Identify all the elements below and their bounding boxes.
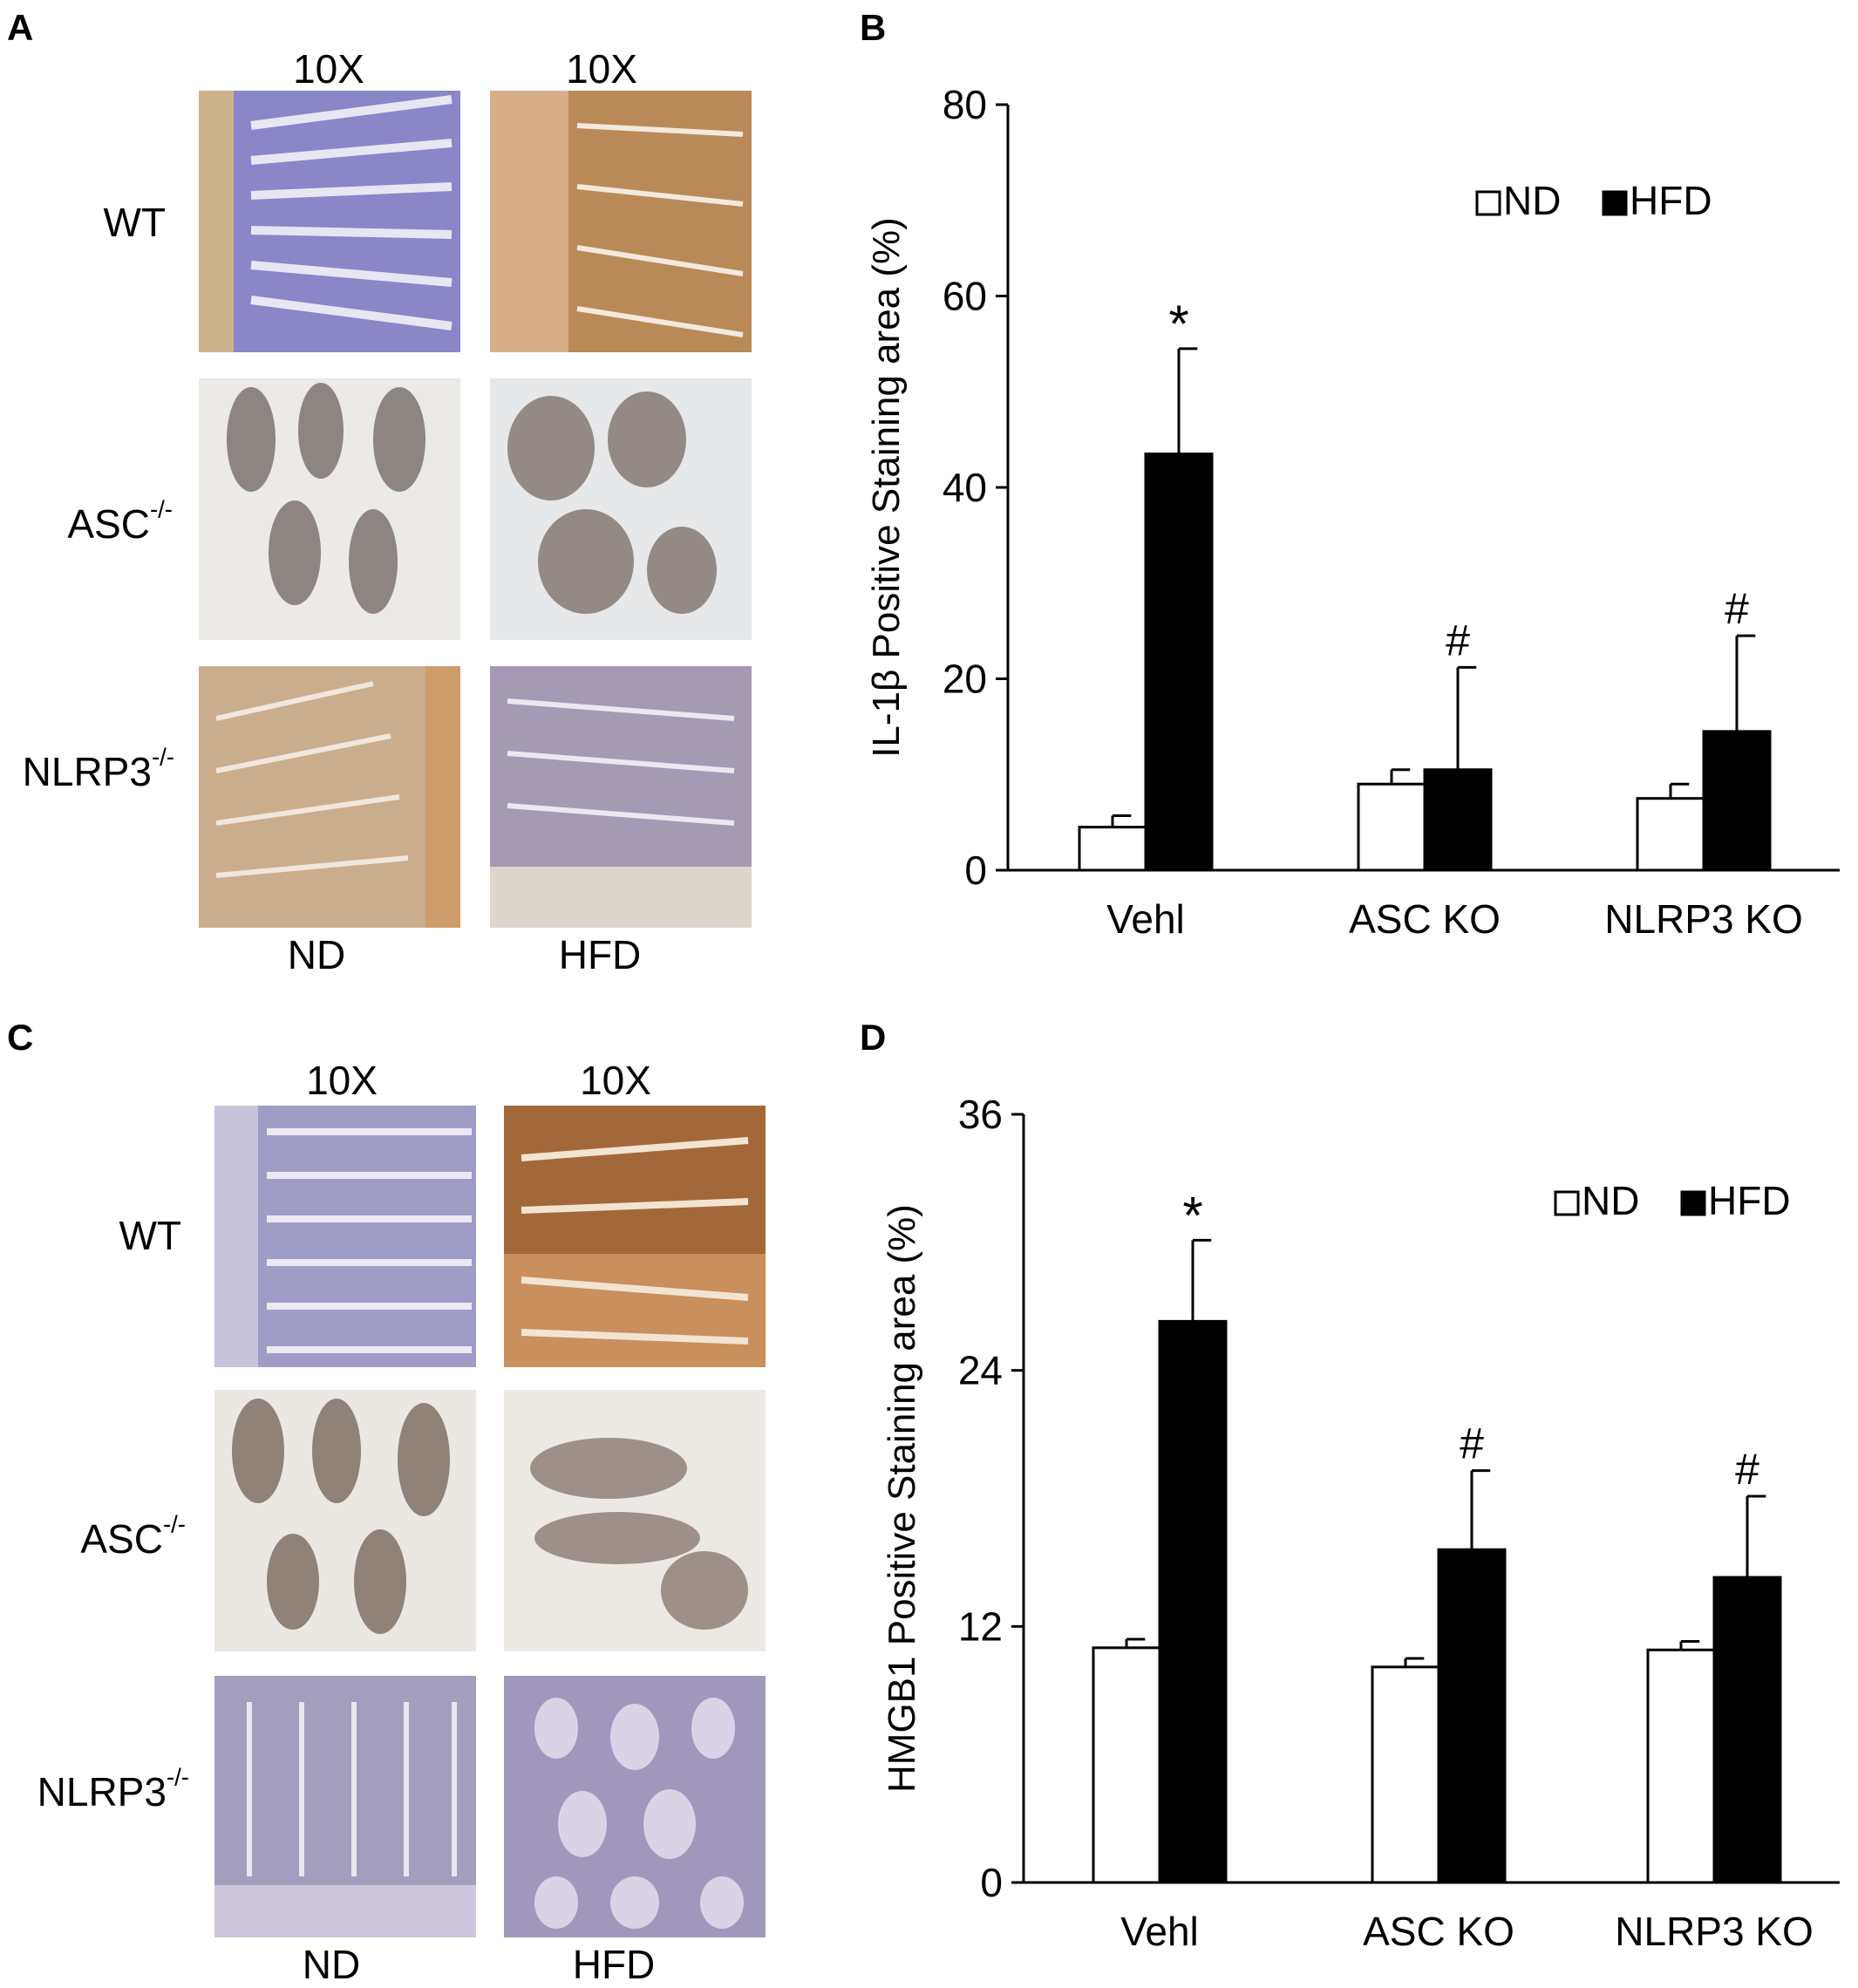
chart-d-bar-nd xyxy=(1371,1665,1440,1884)
chart-d-legend-label-nd: ND xyxy=(1582,1178,1639,1223)
chart-d-bar-hfd xyxy=(1437,1548,1507,1884)
chart-d-bar-hfd xyxy=(1712,1576,1782,1884)
chart-d-bar-nd xyxy=(1092,1646,1161,1884)
chart-d-category-label: Vehl xyxy=(1120,1909,1199,1954)
magnification-label-a-nd: 10X xyxy=(293,46,364,92)
chart-d-legend-swatch-hfd xyxy=(1680,1190,1706,1216)
chart-b-significance-mark: * xyxy=(1168,295,1188,353)
micrograph-c-nlrp3-nd xyxy=(214,1676,476,1937)
micrograph-a-wt-hfd xyxy=(490,91,752,352)
row-label-c-asc: ASC-/- xyxy=(80,1510,186,1562)
micrograph-a-asc-nd xyxy=(199,378,460,640)
micrograph-c-nlrp3-hfd xyxy=(504,1676,766,1937)
column-label-a-nd: ND xyxy=(287,932,346,977)
chart-b-y-tick-label: 60 xyxy=(943,274,987,319)
chart-hmgb1: 0 12 24 36 HMGB1 Positive Staining area (%) *… xyxy=(881,1092,1840,1954)
column-label-c-hfd: HFD xyxy=(572,1942,656,1987)
chart-b-y-tick-label: 20 xyxy=(943,657,987,702)
chart-d-significance-mark: # xyxy=(1460,1420,1484,1468)
chart-b-y-tick-label: 80 xyxy=(943,82,987,127)
chart-il1b: 0 20 40 60 80 IL-1β Positive Staining area (%… xyxy=(865,82,1840,942)
chart-d-category-label: NLRP3 KO xyxy=(1615,1909,1814,1954)
chart-d-y-tick-label: 12 xyxy=(958,1603,1003,1649)
chart-b-legend-label-nd: ND xyxy=(1503,178,1561,223)
chart-b-bar-hfd xyxy=(1702,730,1772,872)
chart-d-significance-mark: # xyxy=(1735,1445,1759,1494)
chart-d-y-tick-label: 24 xyxy=(958,1348,1003,1393)
micrograph-a-wt-nd xyxy=(199,91,460,352)
chart-d-significance-mark: * xyxy=(1182,1186,1202,1244)
chart-b-bar-hfd xyxy=(1144,453,1214,872)
chart-d-y-tick-label: 36 xyxy=(958,1092,1003,1137)
panel-label-a: A xyxy=(7,7,34,48)
chart-b-legend-swatch-nd xyxy=(1475,190,1501,216)
row-label-a-nlrp3: NLRP3-/- xyxy=(22,743,174,794)
row-label-c-nlrp3: NLRP3-/- xyxy=(37,1763,189,1814)
micrograph-c-asc-nd xyxy=(214,1390,476,1651)
chart-b-y-tick-label: 40 xyxy=(943,465,987,510)
chart-b-category-label: NLRP3 KO xyxy=(1604,896,1803,942)
magnification-label-c-nd: 10X xyxy=(306,1058,378,1103)
panel-label-c: C xyxy=(7,1017,34,1058)
chart-b-legend-label-hfd: HFD xyxy=(1630,178,1712,223)
micrograph-c-asc-hfd xyxy=(504,1390,766,1651)
chart-b-significance-mark: # xyxy=(1725,584,1749,633)
row-label-a-asc: ASC-/- xyxy=(67,495,173,547)
chart-b-y-tick-label: 0 xyxy=(964,848,987,893)
chart-b-bar-hfd xyxy=(1423,768,1493,872)
micrograph-c-wt-hfd xyxy=(504,1106,766,1367)
chart-b-category-label: Vehl xyxy=(1106,896,1185,942)
chart-d-y-axis-label: HMGB1 Positive Staining area (%) xyxy=(881,1204,923,1793)
chart-d-legend-swatch-nd xyxy=(1554,1190,1580,1216)
micrograph-a-nlrp3-nd xyxy=(199,666,460,928)
chart-d-bar-hfd xyxy=(1158,1319,1228,1884)
row-label-a-wt: WT xyxy=(103,200,166,245)
magnification-label-a-hfd: 10X xyxy=(566,46,637,92)
column-label-a-hfd: HFD xyxy=(558,932,642,977)
magnification-label-c-hfd: 10X xyxy=(580,1058,651,1103)
chart-d-category-label: ASC KO xyxy=(1363,1909,1514,1954)
chart-b-bar-nd xyxy=(1078,826,1147,872)
chart-b-bar-nd xyxy=(1636,797,1705,872)
panel-label-b: B xyxy=(860,7,887,48)
micrograph-a-nlrp3-hfd xyxy=(490,666,752,928)
chart-d-legend-label-hfd: HFD xyxy=(1708,1178,1791,1223)
chart-d-bar-nd xyxy=(1646,1648,1716,1884)
chart-b-category-label: ASC KO xyxy=(1349,896,1501,942)
micrograph-c-wt-nd xyxy=(214,1106,476,1367)
row-label-c-wt: WT xyxy=(119,1213,181,1258)
chart-b-significance-mark: # xyxy=(1446,616,1470,664)
chart-d-y-tick-label: 0 xyxy=(980,1860,1003,1905)
chart-b-legend-swatch-hfd xyxy=(1602,190,1628,216)
chart-b-y-axis-label: IL-1β Positive Staining area (%) xyxy=(865,217,908,758)
chart-b-bar-nd xyxy=(1357,782,1426,872)
micrograph-a-asc-hfd xyxy=(490,378,752,640)
panel-label-d: D xyxy=(860,1017,887,1058)
column-label-c-nd: ND xyxy=(302,1942,361,1987)
